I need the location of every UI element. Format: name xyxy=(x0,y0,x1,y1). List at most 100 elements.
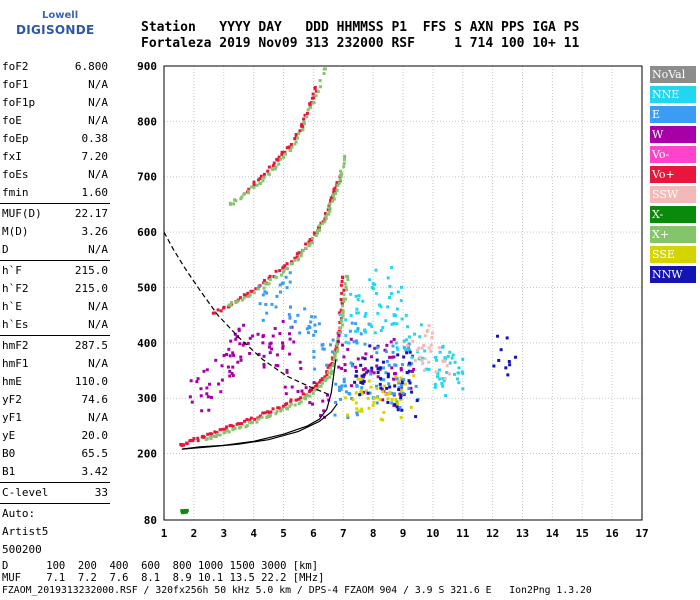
echo-point xyxy=(395,322,399,326)
echo-point xyxy=(185,508,189,512)
echo-point xyxy=(360,407,364,411)
echo-point xyxy=(306,108,310,112)
echo-point xyxy=(322,71,326,75)
param-value: 215.0 xyxy=(74,264,108,277)
echo-point xyxy=(346,278,350,282)
param-row: h`Es N/A xyxy=(0,316,112,334)
echo-point xyxy=(399,384,403,388)
echo-point xyxy=(320,377,324,381)
x-tick-label: 4 xyxy=(250,527,257,540)
echo-point xyxy=(334,192,338,196)
echo-point xyxy=(262,354,266,358)
echo-point xyxy=(337,181,341,185)
echo-point xyxy=(417,346,421,350)
echo-point xyxy=(342,377,346,381)
echo-point xyxy=(267,165,271,169)
param-separator xyxy=(0,482,110,483)
echo-point xyxy=(506,373,510,377)
echo-point xyxy=(239,425,243,429)
logo-line2: DIGISONDE xyxy=(16,23,95,37)
echo-point xyxy=(349,314,353,318)
echo-point xyxy=(234,337,238,341)
echo-point xyxy=(313,85,317,89)
echo-point xyxy=(303,113,307,117)
echo-point xyxy=(349,384,353,388)
echo-point xyxy=(393,403,397,407)
echo-point xyxy=(202,369,206,373)
echo-point xyxy=(395,405,399,409)
echo-point xyxy=(419,323,423,327)
echo-point xyxy=(313,323,317,327)
echo-point xyxy=(390,322,394,326)
echo-point xyxy=(373,331,377,335)
echo-point xyxy=(346,416,350,420)
echo-point xyxy=(227,347,231,351)
param-row: B0 65.5 xyxy=(0,445,112,463)
echo-point xyxy=(338,313,342,317)
echo-point xyxy=(239,422,243,426)
echo-point xyxy=(320,222,324,226)
echo-point xyxy=(395,400,399,404)
echo-point xyxy=(296,313,300,317)
echo-point xyxy=(315,382,319,386)
echo-point xyxy=(209,437,213,441)
echo-point xyxy=(301,128,305,132)
echo-point xyxy=(399,376,403,380)
param-value: N/A xyxy=(88,243,108,256)
echo-point xyxy=(497,358,501,362)
param-value: 74.6 xyxy=(81,393,109,406)
x-tick-label: 12 xyxy=(486,527,499,540)
echo-point xyxy=(394,341,398,345)
echo-point xyxy=(451,353,455,357)
param-value: N/A xyxy=(88,78,108,91)
echo-point xyxy=(369,372,373,376)
x-tick-label: 13 xyxy=(516,527,529,540)
echo-point xyxy=(325,373,329,377)
echo-point xyxy=(267,345,271,349)
echo-point xyxy=(242,341,246,345)
echo-point xyxy=(421,356,425,360)
echo-point xyxy=(289,402,293,406)
param-row: foF2 6.800 xyxy=(0,58,112,76)
echo-point xyxy=(289,398,293,402)
param-value: 1.60 xyxy=(81,186,109,199)
echo-point xyxy=(363,357,367,361)
echo-point xyxy=(314,385,318,389)
param-row: M(D) 3.26 xyxy=(0,223,112,241)
echo-point xyxy=(359,377,363,381)
echo-point xyxy=(379,417,383,421)
legend-item: NoVal xyxy=(650,66,696,83)
echo-point xyxy=(233,426,237,430)
echo-point xyxy=(413,332,417,336)
echo-point xyxy=(355,411,359,415)
echo-point xyxy=(422,343,426,347)
echo-point xyxy=(340,343,344,347)
echo-point xyxy=(252,180,256,184)
echo-point xyxy=(299,366,303,370)
echo-point xyxy=(223,430,227,434)
echo-point xyxy=(319,384,323,388)
echo-point xyxy=(370,366,374,370)
echo-point xyxy=(429,349,433,353)
echo-point xyxy=(330,350,334,354)
echo-point xyxy=(274,275,278,279)
echo-point xyxy=(272,161,276,165)
param-name: fxI xyxy=(2,150,22,163)
echo-point xyxy=(202,435,206,439)
echo-point xyxy=(318,79,322,83)
echo-point xyxy=(379,366,383,370)
echo-point xyxy=(341,309,345,313)
echo-point xyxy=(350,321,354,325)
echo-point xyxy=(273,326,277,330)
echo-point xyxy=(408,361,412,365)
echo-point xyxy=(304,386,308,390)
y-tick-label: 500 xyxy=(137,281,157,294)
echo-point xyxy=(328,202,332,206)
echo-point xyxy=(444,394,448,398)
echo-point xyxy=(387,392,391,396)
echo-point xyxy=(368,278,372,282)
echo-point xyxy=(336,340,340,344)
echo-point xyxy=(237,328,241,332)
polarization-legend: NoVal NNE E W Vo- Vo+ SSW X- X+ SSE NNW xyxy=(650,66,696,286)
echo-point xyxy=(342,297,346,301)
